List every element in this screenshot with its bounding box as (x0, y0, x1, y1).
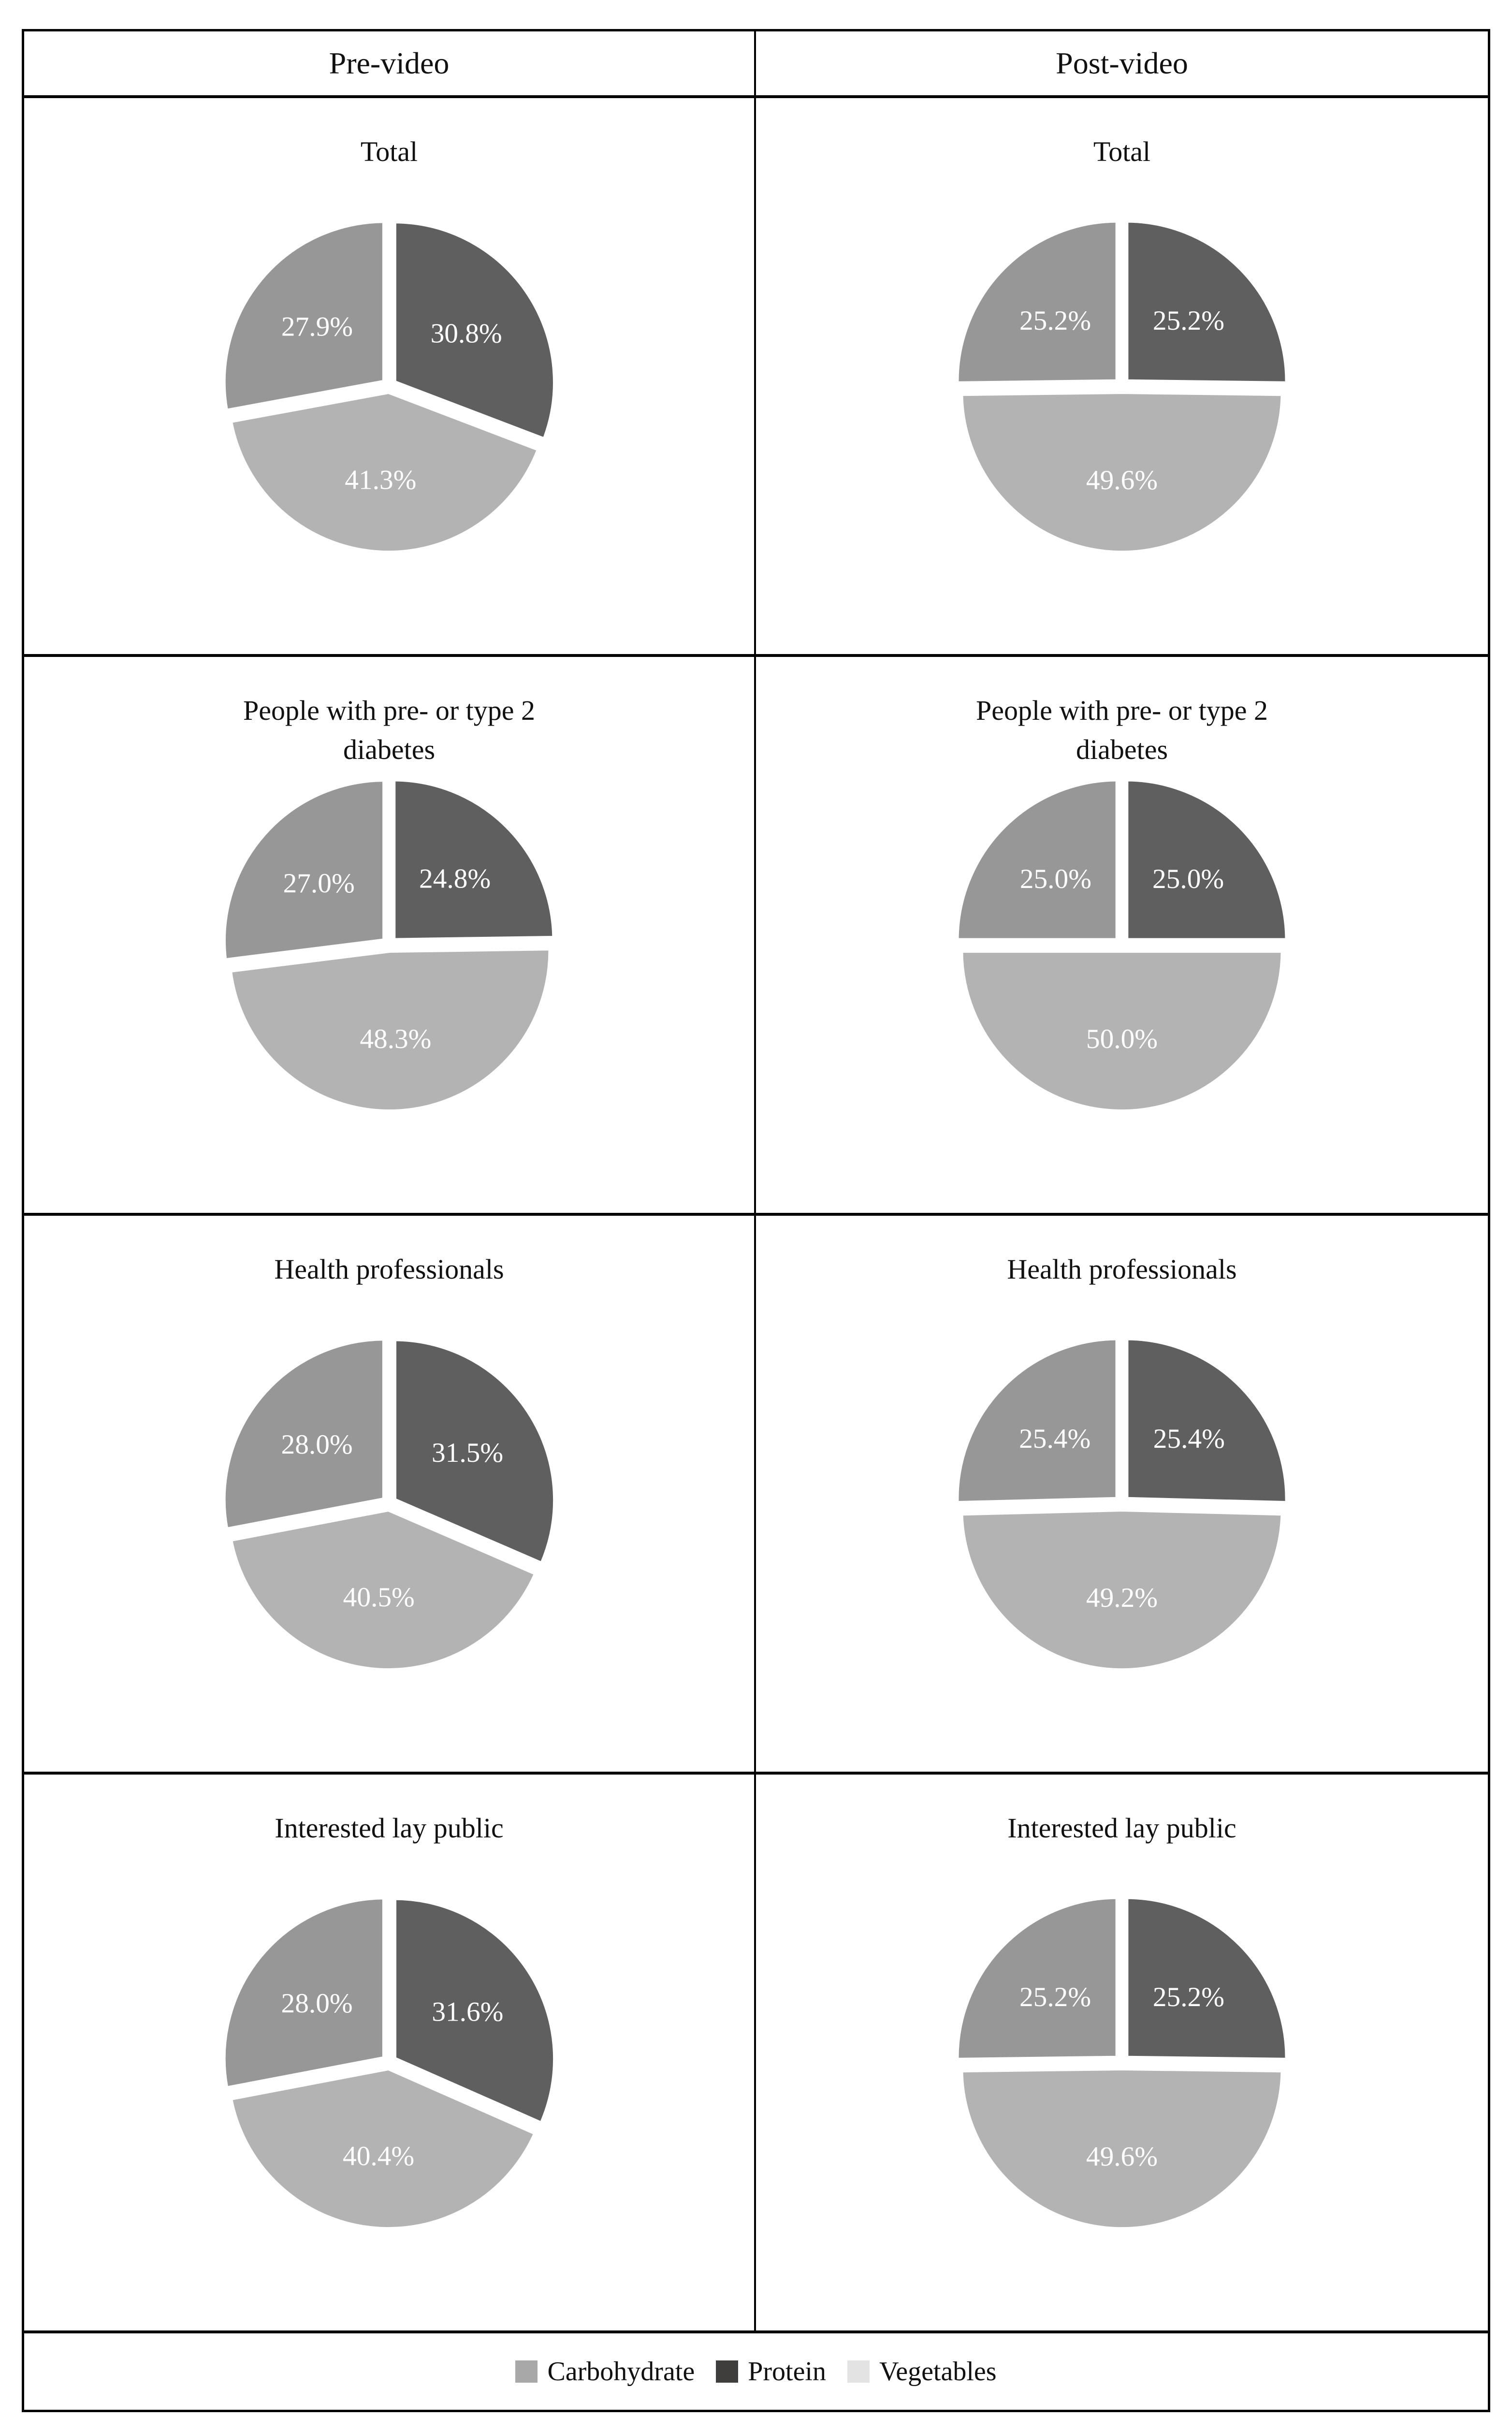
cell-lay-public-pre: Interested lay public 31.6% 40.4% 28.0% (24, 1775, 756, 2330)
pie-chart-total-post: 25.2% 49.6% 25.2% (943, 207, 1301, 565)
pie-chart-lay-public-pre: 31.6% 40.4% 28.0% (210, 1883, 568, 2241)
svg-text:24.8%: 24.8% (419, 863, 491, 894)
legend-label-vegetables: Vegetables (879, 2357, 997, 2387)
chart-title: Health professionals (1007, 1253, 1237, 1285)
svg-text:40.4%: 40.4% (343, 2141, 414, 2171)
svg-text:25.2%: 25.2% (1019, 306, 1091, 336)
svg-text:25.2%: 25.2% (1019, 1982, 1091, 2012)
legend-item-vegetables: Vegetables (847, 2356, 997, 2387)
pie-svg: 31.5% 40.5% 28.0% (221, 1336, 557, 1673)
svg-text:28.0%: 28.0% (281, 1429, 353, 1460)
legend-item-carbohydrate: Carbohydrate (515, 2356, 695, 2387)
svg-text:27.9%: 27.9% (281, 311, 353, 342)
chart-title: Health professionals (274, 1253, 504, 1285)
svg-text:49.6%: 49.6% (1086, 2141, 1158, 2172)
pie-chart-health-post: 25.4% 49.2% 25.4% (943, 1325, 1301, 1682)
pie-svg: 30.8% 41.3% 27.9% (221, 218, 557, 555)
svg-text:25.2%: 25.2% (1153, 306, 1224, 336)
row-health-professionals: Health professionals 31.5% 40.5% 28.0% Hea… (24, 1213, 1488, 1772)
svg-text:25.4%: 25.4% (1019, 1424, 1090, 1454)
cell-total-pre: Total 30.8% 41.3% 27.9% (24, 98, 756, 654)
svg-text:49.6%: 49.6% (1086, 465, 1158, 495)
pie-chart-health-pre: 31.5% 40.5% 28.0% (210, 1325, 568, 1682)
pie-svg: 25.0% 50.0% 25.0% (954, 777, 1290, 1114)
pie-svg: 31.6% 40.4% 28.0% (221, 1895, 557, 2231)
chart-title: Total (360, 136, 418, 167)
legend-label-carbohydrate: Carbohydrate (547, 2357, 695, 2387)
cell-lay-public-post: Interested lay public 25.2% 49.6% 25.2% (756, 1775, 1488, 2330)
pie-chart-table: Pre-video Post-video Total 30.8% 41.3% 27.… (22, 29, 1490, 2412)
cell-health-pre: Health professionals 31.5% 40.5% 28.0% (24, 1216, 756, 1772)
row-total: Total 30.8% 41.3% 27.9% Total 25.2% 49.6% 25… (24, 95, 1488, 654)
svg-text:31.5%: 31.5% (432, 1438, 503, 1468)
pie-svg: 25.2% 49.6% 25.2% (954, 218, 1290, 555)
chart-title: Interested lay public (275, 1812, 504, 1844)
pie-chart-lay-public-post: 25.2% 49.6% 25.2% (943, 1883, 1301, 2241)
svg-text:25.2%: 25.2% (1153, 1982, 1224, 2012)
chart-title: Interested lay public (1007, 1812, 1236, 1844)
svg-text:40.5%: 40.5% (343, 1582, 415, 1613)
chart-title: People with pre- or type 2 diabetes (243, 695, 535, 766)
svg-text:31.6%: 31.6% (432, 1996, 503, 2027)
legend: Carbohydrate Protein Vegetables (24, 2330, 1488, 2410)
legend-swatch-vegetables-icon (847, 2360, 870, 2383)
row-diabetes: People with pre- or type 2 diabetes 24.8… (24, 654, 1488, 1213)
svg-text:30.8%: 30.8% (431, 318, 502, 349)
svg-text:25.0%: 25.0% (1020, 864, 1091, 894)
column-header-post-video: Post-video (1056, 46, 1188, 80)
table-header-row: Pre-video Post-video (24, 31, 1488, 95)
pie-chart-diabetes-pre: 24.8% 48.3% 27.0% (210, 766, 568, 1123)
svg-text:49.2%: 49.2% (1086, 1583, 1158, 1613)
svg-text:48.3%: 48.3% (360, 1024, 431, 1054)
cell-health-post: Health professionals 25.4% 49.2% 25.4% (756, 1216, 1488, 1772)
svg-text:27.0%: 27.0% (283, 868, 355, 899)
chart-title: Total (1093, 136, 1151, 167)
pie-svg: 24.8% 48.3% 27.0% (221, 777, 557, 1114)
svg-text:25.0%: 25.0% (1152, 864, 1224, 894)
pie-svg: 25.4% 49.2% 25.4% (954, 1336, 1290, 1673)
pie-svg: 25.2% 49.6% 25.2% (954, 1894, 1290, 2231)
pie-chart-total-pre: 30.8% 41.3% 27.9% (210, 207, 568, 565)
cell-diabetes-pre: People with pre- or type 2 diabetes 24.8… (24, 657, 756, 1213)
svg-text:28.0%: 28.0% (281, 1988, 353, 2019)
legend-item-protein: Protein (716, 2356, 826, 2387)
legend-label-protein: Protein (748, 2357, 826, 2387)
svg-text:50.0%: 50.0% (1086, 1024, 1158, 1054)
legend-swatch-carbohydrate-icon (515, 2360, 538, 2383)
pie-chart-diabetes-post: 25.0% 50.0% 25.0% (943, 766, 1301, 1123)
cell-total-post: Total 25.2% 49.6% 25.2% (756, 98, 1488, 654)
legend-swatch-protein-icon (716, 2360, 739, 2383)
svg-text:25.4%: 25.4% (1153, 1424, 1225, 1454)
row-interested-lay-public: Interested lay public 31.6% 40.4% 28.0% In… (24, 1772, 1488, 2330)
column-header-pre-video: Pre-video (24, 31, 756, 95)
cell-diabetes-post: People with pre- or type 2 diabetes 25.0… (756, 657, 1488, 1213)
chart-title: People with pre- or type 2 diabetes (975, 695, 1268, 766)
svg-text:41.3%: 41.3% (345, 465, 416, 495)
